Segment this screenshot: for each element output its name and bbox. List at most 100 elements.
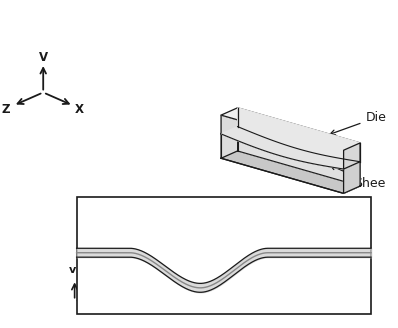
Polygon shape (312, 156, 329, 164)
Polygon shape (283, 149, 300, 157)
Polygon shape (285, 150, 302, 157)
Polygon shape (271, 145, 288, 153)
Polygon shape (261, 142, 279, 150)
Polygon shape (252, 139, 269, 147)
Polygon shape (222, 127, 240, 135)
Polygon shape (244, 136, 261, 143)
Polygon shape (284, 149, 301, 156)
Polygon shape (278, 147, 295, 154)
Polygon shape (242, 135, 259, 143)
Polygon shape (286, 150, 303, 158)
Polygon shape (265, 143, 283, 151)
Polygon shape (281, 149, 298, 156)
Polygon shape (242, 135, 259, 143)
Polygon shape (322, 157, 339, 165)
Polygon shape (236, 132, 254, 140)
Polygon shape (304, 154, 322, 162)
Polygon shape (229, 130, 247, 138)
Polygon shape (221, 126, 239, 134)
Polygon shape (255, 139, 273, 147)
Polygon shape (260, 142, 278, 150)
Polygon shape (325, 159, 343, 166)
Polygon shape (293, 152, 311, 159)
Polygon shape (343, 162, 360, 194)
Polygon shape (300, 153, 318, 161)
Polygon shape (332, 160, 350, 167)
Polygon shape (250, 137, 267, 145)
Polygon shape (234, 131, 251, 139)
Polygon shape (241, 134, 258, 142)
Polygon shape (325, 158, 343, 165)
Polygon shape (303, 154, 321, 162)
Polygon shape (267, 144, 285, 152)
Polygon shape (248, 137, 265, 144)
Polygon shape (238, 127, 360, 186)
Polygon shape (300, 154, 318, 161)
Polygon shape (251, 138, 269, 146)
Polygon shape (308, 155, 325, 163)
Polygon shape (336, 160, 353, 168)
Polygon shape (256, 140, 273, 148)
Polygon shape (302, 154, 320, 161)
Polygon shape (260, 142, 278, 150)
Text: Lower: Lower (248, 281, 288, 294)
Polygon shape (301, 154, 319, 161)
Polygon shape (333, 160, 351, 168)
Polygon shape (336, 160, 354, 168)
Polygon shape (338, 161, 355, 168)
Text: Shee: Shee (330, 165, 385, 190)
Polygon shape (223, 127, 241, 134)
Polygon shape (302, 154, 320, 162)
Polygon shape (267, 144, 285, 152)
Polygon shape (290, 151, 308, 159)
Polygon shape (275, 146, 292, 154)
Polygon shape (341, 161, 358, 169)
Polygon shape (313, 156, 330, 163)
Polygon shape (240, 133, 257, 141)
Polygon shape (269, 145, 287, 153)
Polygon shape (329, 159, 347, 167)
Polygon shape (279, 148, 296, 155)
Polygon shape (289, 150, 306, 158)
Polygon shape (243, 135, 260, 142)
Polygon shape (238, 134, 256, 141)
Polygon shape (313, 156, 330, 164)
Polygon shape (265, 144, 283, 151)
Polygon shape (341, 161, 358, 168)
Polygon shape (259, 142, 277, 149)
Polygon shape (291, 152, 308, 159)
Polygon shape (284, 150, 301, 157)
Polygon shape (331, 160, 349, 167)
Polygon shape (223, 128, 241, 135)
Polygon shape (315, 157, 332, 164)
Polygon shape (222, 127, 240, 135)
Polygon shape (234, 132, 252, 140)
Polygon shape (314, 156, 331, 164)
Polygon shape (226, 129, 244, 136)
Polygon shape (254, 140, 271, 147)
Polygon shape (232, 131, 250, 139)
Polygon shape (308, 155, 325, 163)
Polygon shape (225, 128, 243, 135)
Polygon shape (243, 135, 260, 143)
Polygon shape (324, 158, 341, 165)
Polygon shape (238, 126, 360, 162)
Polygon shape (276, 146, 293, 154)
Polygon shape (273, 146, 291, 154)
Polygon shape (230, 131, 248, 138)
Polygon shape (263, 143, 281, 151)
Polygon shape (298, 153, 316, 160)
Polygon shape (238, 133, 256, 141)
Polygon shape (269, 145, 287, 153)
Polygon shape (234, 132, 252, 139)
Polygon shape (243, 135, 260, 143)
Polygon shape (320, 158, 338, 165)
Polygon shape (306, 155, 324, 163)
Polygon shape (226, 129, 244, 136)
Polygon shape (277, 147, 294, 154)
Polygon shape (293, 152, 311, 159)
Polygon shape (280, 148, 297, 156)
Polygon shape (248, 137, 265, 145)
Polygon shape (225, 128, 243, 136)
Polygon shape (323, 158, 341, 166)
